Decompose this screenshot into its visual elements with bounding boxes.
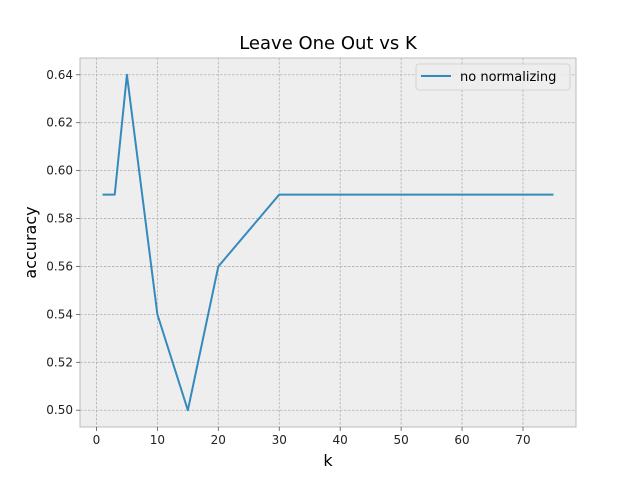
data-point	[126, 74, 128, 76]
data-point	[552, 194, 554, 196]
data-point	[278, 194, 280, 196]
x-tick-label: 0	[93, 433, 101, 447]
ticks: 0 10 20 30 40 50 60 70 0.50 0.52 0.54 0.56 0.58 0.60 0…	[46, 68, 530, 447]
legend-label: no normalizing	[460, 70, 556, 85]
y-tick-label: 0.50	[46, 403, 73, 417]
y-axis-label: accuracy	[21, 206, 40, 278]
y-tick-label: 0.52	[46, 355, 73, 369]
chart-title: Leave One Out vs K	[239, 33, 418, 54]
data-point	[217, 265, 219, 267]
y-tick-label: 0.56	[46, 259, 73, 273]
x-tick-label: 50	[393, 433, 408, 447]
series-line	[102, 73, 554, 412]
x-tick-label: 70	[515, 433, 530, 447]
x-tick-label: 10	[150, 433, 165, 447]
y-tick-label: 0.60	[46, 164, 73, 178]
x-tick-label: 30	[272, 433, 287, 447]
data-point	[187, 409, 189, 411]
legend: no normalizing	[415, 63, 571, 91]
x-tick-label: 20	[211, 433, 226, 447]
y-tick-label: 0.58	[46, 212, 73, 226]
data-point	[102, 194, 104, 196]
plot-border	[79, 57, 577, 428]
y-tick-label: 0.64	[46, 68, 73, 82]
x-tick-label: 40	[333, 433, 348, 447]
y-tick-label: 0.54	[46, 307, 73, 321]
x-tick-label: 60	[454, 433, 469, 447]
x-axis-label: k	[323, 451, 333, 470]
series-layer	[102, 73, 554, 412]
data-point	[114, 194, 116, 196]
plot-area	[80, 58, 576, 427]
legend-box	[415, 63, 571, 91]
y-tick-label: 0.62	[46, 116, 73, 130]
data-point	[156, 313, 158, 315]
